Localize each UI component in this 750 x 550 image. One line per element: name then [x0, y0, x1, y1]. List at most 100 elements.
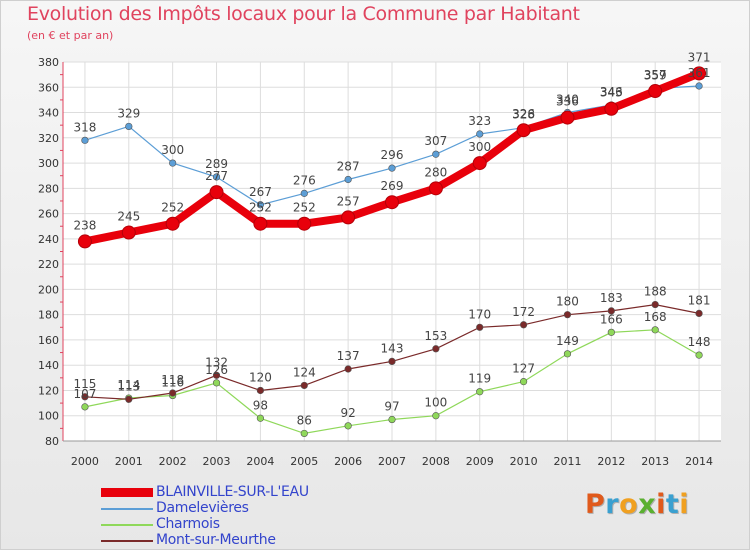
x-tick-label: 2001: [115, 455, 143, 468]
data-label: 166: [600, 312, 623, 326]
data-label: 252: [161, 201, 184, 215]
data-label: 296: [381, 148, 404, 162]
data-label: 97: [384, 400, 399, 414]
data-label: 153: [424, 329, 447, 343]
x-tick-label: 2008: [422, 455, 450, 468]
data-label: 245: [117, 210, 140, 224]
data-label: 149: [556, 334, 579, 348]
data-label: 188: [644, 285, 667, 299]
data-label: 346: [600, 85, 623, 99]
data-point: [432, 412, 440, 420]
data-point: [519, 321, 528, 329]
data-point: [385, 195, 399, 210]
data-label: 343: [600, 86, 623, 100]
data-point: [256, 386, 265, 395]
data-label: 340: [556, 93, 579, 107]
data-point: [607, 307, 615, 315]
data-point: [388, 415, 396, 424]
x-tick-label: 2000: [71, 455, 99, 468]
data-point: [432, 345, 440, 353]
legend-label: BLAINVILLE-SUR-L'EAU: [156, 484, 309, 500]
data-label: 92: [340, 406, 355, 420]
x-tick-label: 2009: [466, 455, 494, 468]
legend-item: Charmois: [101, 516, 361, 533]
data-label: 148: [688, 335, 711, 349]
data-point: [256, 201, 265, 209]
data-label: 252: [293, 201, 316, 215]
data-point: [695, 309, 703, 318]
x-tick-label: 2007: [378, 455, 406, 468]
x-tick-label: 2014: [685, 455, 713, 468]
y-tick-label: 160: [38, 334, 59, 347]
data-label: 300: [468, 140, 491, 154]
data-label: 238: [73, 218, 96, 232]
data-label: 118: [161, 373, 184, 387]
x-tick-label: 2006: [334, 455, 362, 468]
data-label: 289: [205, 157, 228, 171]
chart-title: Evolution des Impôts locaux pour la Comm…: [27, 3, 580, 25]
logo-letter: P: [585, 489, 606, 520]
x-tick-label: 2003: [203, 455, 231, 468]
logo-letter: o: [619, 489, 639, 520]
x-tick-label: 2010: [510, 455, 538, 468]
data-label: 115: [73, 377, 96, 391]
chart-subtitle: (en € et par an): [27, 29, 114, 42]
x-tick-label: 2004: [246, 455, 274, 468]
data-label: 132: [205, 355, 228, 369]
data-point: [651, 326, 659, 334]
x-tick-label: 2013: [641, 455, 669, 468]
data-point: [563, 311, 572, 319]
data-point: [81, 136, 89, 144]
data-point: [77, 234, 92, 249]
data-point: [344, 175, 352, 184]
logo-letter: r: [605, 489, 620, 520]
data-label: 371: [688, 50, 711, 64]
data-point: [81, 403, 89, 411]
data-point: [125, 122, 133, 131]
data-label: 323: [468, 114, 491, 128]
y-tick-label: 100: [38, 410, 59, 423]
proxiti-logo: Proxiti: [585, 489, 689, 520]
data-point: [476, 323, 484, 331]
data-label: 168: [644, 310, 667, 324]
series-charmois: [81, 326, 703, 438]
data-point: [651, 300, 659, 309]
data-label: 326: [512, 107, 535, 121]
data-point: [300, 189, 308, 197]
data-point: [695, 82, 703, 90]
x-tick-label: 2011: [553, 455, 581, 468]
chart-legend: BLAINVILLE-SUR-L'EAU Damelevières Charmois…: [101, 484, 361, 549]
data-label: 86: [297, 413, 312, 427]
data-label: 127: [512, 362, 535, 376]
y-tick-label: 80: [45, 435, 59, 448]
data-label: 280: [424, 165, 447, 179]
data-label: 361: [688, 66, 711, 80]
data-point: [476, 388, 484, 396]
data-point: [212, 173, 221, 181]
legend-label: Mont-sur-Meurthe: [156, 532, 276, 548]
data-label: 257: [337, 194, 360, 208]
data-label: 170: [468, 307, 491, 321]
legend-item: Damelevières: [101, 500, 361, 517]
y-tick-label: 200: [38, 283, 59, 296]
data-label: 119: [468, 372, 491, 386]
data-point: [432, 150, 440, 158]
logo-letter: i: [656, 489, 666, 520]
data-label: 300: [161, 143, 184, 157]
logo-letter: x: [638, 489, 657, 520]
data-point: [648, 84, 663, 99]
data-point: [125, 395, 133, 403]
y-tick-label: 300: [38, 157, 59, 170]
data-point: [344, 365, 352, 373]
data-label: 277: [205, 169, 228, 183]
logo-letter: t: [665, 489, 680, 520]
y-tick-label: 320: [38, 132, 59, 145]
data-label: 276: [293, 173, 316, 187]
y-tick-label: 280: [38, 182, 59, 195]
data-point: [388, 164, 396, 172]
legend-label: Charmois: [156, 516, 220, 532]
legend-swatch: [101, 524, 153, 526]
data-point: [212, 371, 221, 379]
y-tick-label: 180: [38, 309, 59, 322]
